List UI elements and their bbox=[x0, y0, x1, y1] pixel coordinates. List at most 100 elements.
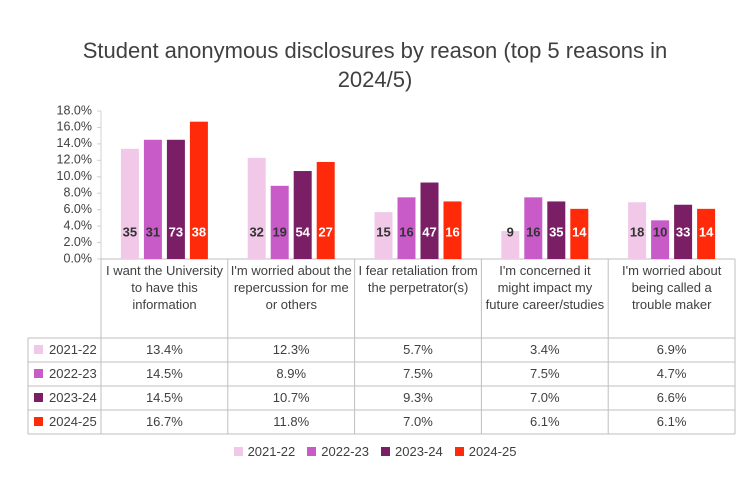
data-label: 14 bbox=[699, 224, 714, 239]
legend-swatch bbox=[307, 447, 317, 456]
y-tick-label: 10.0% bbox=[57, 169, 92, 183]
bar bbox=[420, 182, 439, 259]
table-cell: 4.7% bbox=[656, 366, 687, 381]
y-tick-label: 6.0% bbox=[64, 202, 93, 216]
legend-swatch bbox=[454, 447, 464, 456]
table-row-key: 2022-23 bbox=[28, 362, 97, 386]
table-cell: 5.7% bbox=[403, 342, 433, 357]
bar bbox=[570, 208, 589, 259]
bar bbox=[166, 139, 185, 259]
y-tick-label: 0.0% bbox=[64, 251, 93, 265]
bar bbox=[524, 197, 543, 259]
legend-label: 2024-25 bbox=[468, 444, 517, 459]
data-label: 73 bbox=[169, 224, 183, 239]
table-cell: 13.4% bbox=[145, 342, 183, 357]
chart-title: Student anonymous disclosures by reason … bbox=[82, 38, 668, 92]
data-label: 33 bbox=[676, 224, 690, 239]
table-cell: 14.5% bbox=[145, 390, 183, 405]
bar bbox=[547, 201, 566, 259]
legend-item: 2021-22 bbox=[233, 444, 296, 459]
x-tick-label: I want the University to have this infor… bbox=[105, 263, 224, 312]
table-cell: 8.9% bbox=[276, 366, 307, 381]
data-label: 16 bbox=[399, 224, 413, 239]
bar bbox=[293, 171, 312, 259]
y-tick-label: 2.0% bbox=[64, 235, 93, 249]
data-label: 18 bbox=[630, 224, 644, 239]
table-cell: 14.5% bbox=[145, 366, 183, 381]
data-label: 54 bbox=[295, 224, 310, 239]
bar bbox=[697, 208, 716, 259]
bar bbox=[443, 201, 462, 259]
x-tick-label: I fear retaliation from the perpetrator(… bbox=[358, 263, 478, 295]
row-label: 2023-24 bbox=[49, 390, 97, 405]
table-cell: 6.1% bbox=[656, 414, 687, 429]
legend-swatch bbox=[233, 447, 243, 456]
table-row-key: 2023-24 bbox=[28, 386, 97, 410]
y-tick-label: 8.0% bbox=[64, 186, 93, 200]
table-cell: 7.5% bbox=[529, 366, 560, 381]
table-cell: 7.0% bbox=[529, 390, 560, 405]
legend-item: 2023-24 bbox=[381, 444, 443, 459]
data-label: 35 bbox=[123, 224, 137, 239]
x-tick-label: I'm worried about being called a trouble… bbox=[622, 263, 722, 312]
bar bbox=[674, 204, 693, 259]
legend-swatch bbox=[34, 417, 43, 426]
y-tick-label: 14.0% bbox=[57, 136, 92, 150]
table-cell: 11.8% bbox=[273, 414, 310, 429]
bar bbox=[628, 202, 647, 259]
row-label: 2021-22 bbox=[49, 342, 97, 357]
data-label: 14 bbox=[572, 224, 587, 239]
bar bbox=[374, 212, 393, 259]
data-label: 15 bbox=[376, 224, 390, 239]
data-label: 19 bbox=[272, 224, 286, 239]
data-label: 31 bbox=[146, 224, 160, 239]
data-label: 10 bbox=[653, 224, 667, 239]
legend-swatch bbox=[381, 447, 390, 456]
bar bbox=[501, 231, 520, 259]
data-label: 47 bbox=[422, 224, 436, 239]
legend: 2021-22 2022-23 2023-24 2024-25 bbox=[0, 444, 750, 459]
bar bbox=[316, 161, 335, 259]
data-label: 38 bbox=[192, 224, 206, 239]
table-row-key: 2021-22 bbox=[28, 338, 97, 362]
data-label: 9 bbox=[507, 224, 514, 239]
data-label: 27 bbox=[318, 224, 332, 239]
data-label: 32 bbox=[249, 224, 263, 239]
legend-label: 2023-24 bbox=[395, 444, 443, 459]
legend-label: 2022-23 bbox=[321, 444, 369, 459]
bar bbox=[397, 197, 416, 259]
x-tick-label: I'm worried about the repercussion for m… bbox=[230, 263, 352, 312]
y-tick-label: 4.0% bbox=[64, 218, 93, 232]
table-cell: 7.0% bbox=[403, 414, 433, 429]
table-cell: 10.7% bbox=[272, 390, 310, 405]
y-tick-label: 16.0% bbox=[57, 120, 92, 134]
table-cell: 6.6% bbox=[656, 390, 687, 405]
bar bbox=[143, 139, 162, 259]
bar bbox=[120, 148, 139, 259]
data-label: 35 bbox=[549, 224, 563, 239]
table-cell: 6.1% bbox=[529, 414, 560, 429]
legend-swatch bbox=[34, 369, 43, 378]
x-tick-label: I'm concerned it might impact my future … bbox=[485, 263, 605, 312]
table-row-key: 2024-25 bbox=[28, 410, 97, 434]
table-cell: 12.3% bbox=[272, 342, 310, 357]
bar bbox=[247, 157, 266, 259]
table-cell: 9.3% bbox=[403, 390, 433, 405]
bar bbox=[651, 220, 670, 259]
table-cell: 7.5% bbox=[403, 366, 433, 381]
legend-item: 2024-25 bbox=[454, 444, 517, 459]
bar bbox=[270, 185, 289, 259]
legend-label: 2021-22 bbox=[247, 444, 296, 459]
table-cell: 6.9% bbox=[656, 342, 687, 357]
data-label: 16 bbox=[526, 224, 540, 239]
data-label: 16 bbox=[445, 224, 459, 239]
legend-swatch bbox=[34, 345, 43, 354]
legend-swatch bbox=[34, 393, 43, 402]
legend-item: 2022-23 bbox=[307, 444, 369, 459]
row-label: 2022-23 bbox=[49, 366, 97, 381]
table-cell: 3.4% bbox=[529, 342, 560, 357]
y-tick-label: 18.0% bbox=[57, 103, 92, 117]
table-cell: 16.7% bbox=[145, 414, 183, 429]
y-tick-label: 12.0% bbox=[57, 153, 92, 167]
